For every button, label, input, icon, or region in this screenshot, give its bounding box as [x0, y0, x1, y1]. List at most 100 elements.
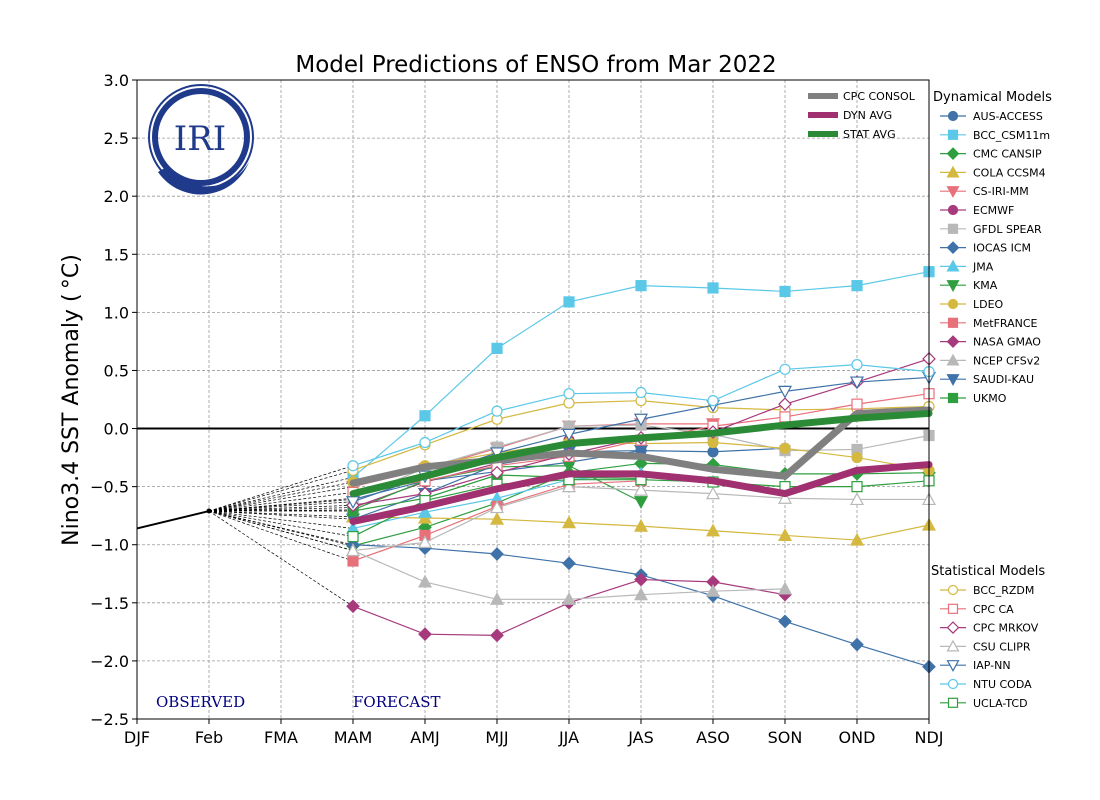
average-cpc-consol [349, 406, 933, 487]
legend-label: CPC MRKOV [973, 622, 1039, 635]
legend-label: SAUDI-KAU [973, 373, 1034, 386]
x-tick-label: Feb [195, 728, 223, 747]
data-point [347, 530, 359, 543]
legend-label: JMA [972, 260, 994, 273]
legend-label: UCLA-TCD [973, 697, 1028, 710]
data-point [345, 543, 361, 557]
y-tick-label: −1.0 [90, 536, 129, 555]
legend-marker [947, 298, 959, 310]
observed-label: OBSERVED [156, 693, 245, 711]
data-point [491, 342, 503, 354]
legend-entry: CSU CLIPR [940, 639, 1031, 653]
legend-entry: BCC_RZDM [940, 584, 1034, 597]
x-tick-label: OND [839, 728, 876, 747]
data-point [489, 592, 505, 605]
legend-entry: MetFRANCE [940, 317, 1038, 330]
average-stat-avg [349, 409, 933, 498]
data-point [634, 572, 648, 587]
x-tick-label: ASO [696, 728, 730, 747]
data-point [635, 386, 647, 399]
legend-dynamical: AUS-ACCESS BCC_CSM11m CMC CANSIP COLA CCSM4… [940, 110, 1050, 405]
series-ucla-tcd [208, 474, 935, 543]
y-axis-label: Nino3.4 SST Anomaly ( °C) [59, 254, 84, 546]
series-ntu-coda [208, 359, 935, 512]
forecast-connector [208, 501, 354, 512]
legend-label: BCC_CSM11m [973, 129, 1050, 142]
data-point [777, 528, 793, 542]
legend-label: IOCAS ICM [973, 242, 1031, 255]
plot-frame [136, 79, 930, 720]
x-tick-label: MJJ [485, 728, 508, 747]
legend-entry: COLA CCSM4 [940, 165, 1046, 179]
data-point [419, 410, 431, 422]
legend-label: CPC CONSOL [843, 90, 916, 103]
x-tick-label: JJA [558, 728, 579, 747]
x-tick-label: JAS [627, 728, 654, 747]
legend-marker [946, 639, 960, 652]
legend-label: IAP-NN [973, 659, 1011, 672]
legend-entry: NTU CODA [940, 678, 1032, 691]
data-point [851, 398, 863, 410]
data-point [851, 280, 863, 292]
legend-label: CPC CA [973, 603, 1014, 616]
y-tick-label: 3.0 [104, 71, 129, 90]
y-tick-label: −2.5 [90, 710, 129, 729]
legend-marker [947, 603, 959, 614]
data-point [707, 282, 719, 294]
data-point [417, 504, 433, 518]
x-tick-label: MAM [334, 728, 373, 747]
y-tick-label: 1.0 [104, 303, 129, 322]
data-point [850, 637, 864, 652]
data-point [779, 411, 791, 423]
legend-label: BCC_RZDM [973, 584, 1034, 597]
data-point [707, 436, 719, 449]
data-point [849, 376, 865, 390]
forecast-connector [208, 509, 354, 512]
average-layer [349, 406, 933, 525]
legend-entry: BCC_CSM11m [940, 129, 1050, 142]
observed-line [136, 510, 210, 530]
legend-entry: CS-IRI-MM [940, 185, 1029, 198]
data-point [779, 363, 791, 375]
legend-marker [947, 317, 959, 328]
data-point [777, 385, 793, 399]
grid [137, 80, 929, 719]
logo-text: IRI [174, 119, 226, 159]
legend-marker [946, 374, 960, 386]
data-point [419, 436, 431, 449]
series-iocas-icm [208, 510, 936, 674]
y-tick-label: 1.5 [104, 245, 129, 264]
data-point [851, 359, 863, 371]
legend-marker [947, 392, 959, 404]
legend-label: DYN AVG [843, 109, 892, 122]
data-point [777, 491, 793, 504]
data-point [705, 523, 721, 537]
legend-entry: CPC CA [940, 603, 1014, 616]
forecast-label: FORECAST [353, 693, 441, 711]
legend-marker [946, 165, 960, 178]
legend-marker [946, 186, 960, 198]
chart-title: Model Predictions of ENSO from Mar 2022 [295, 52, 776, 78]
series-csu-clipr [208, 479, 937, 557]
forecast-connector [208, 465, 354, 512]
legend-label: NTU CODA [973, 678, 1032, 691]
data-point [417, 535, 433, 549]
legend-statistical-title: Statistical Models [931, 564, 1045, 579]
legend-marker [946, 621, 960, 634]
data-point [561, 515, 577, 529]
legend-label: AUS-ACCESS [973, 110, 1043, 123]
legend-marker [947, 204, 959, 216]
data-point [633, 518, 649, 532]
legend-entry: AUS-ACCESS [940, 110, 1043, 123]
y-tick-label: 0.0 [104, 420, 129, 439]
data-point [490, 628, 504, 643]
legend-label: NASA GMAO [973, 336, 1041, 349]
legend-label: COLA CCSM4 [973, 166, 1046, 179]
data-point [635, 280, 647, 292]
forecast-connector [208, 499, 354, 512]
x-tick-label: SON [768, 728, 803, 747]
data-point [417, 574, 433, 588]
forecast-connector [208, 510, 354, 529]
data-point [489, 511, 505, 525]
